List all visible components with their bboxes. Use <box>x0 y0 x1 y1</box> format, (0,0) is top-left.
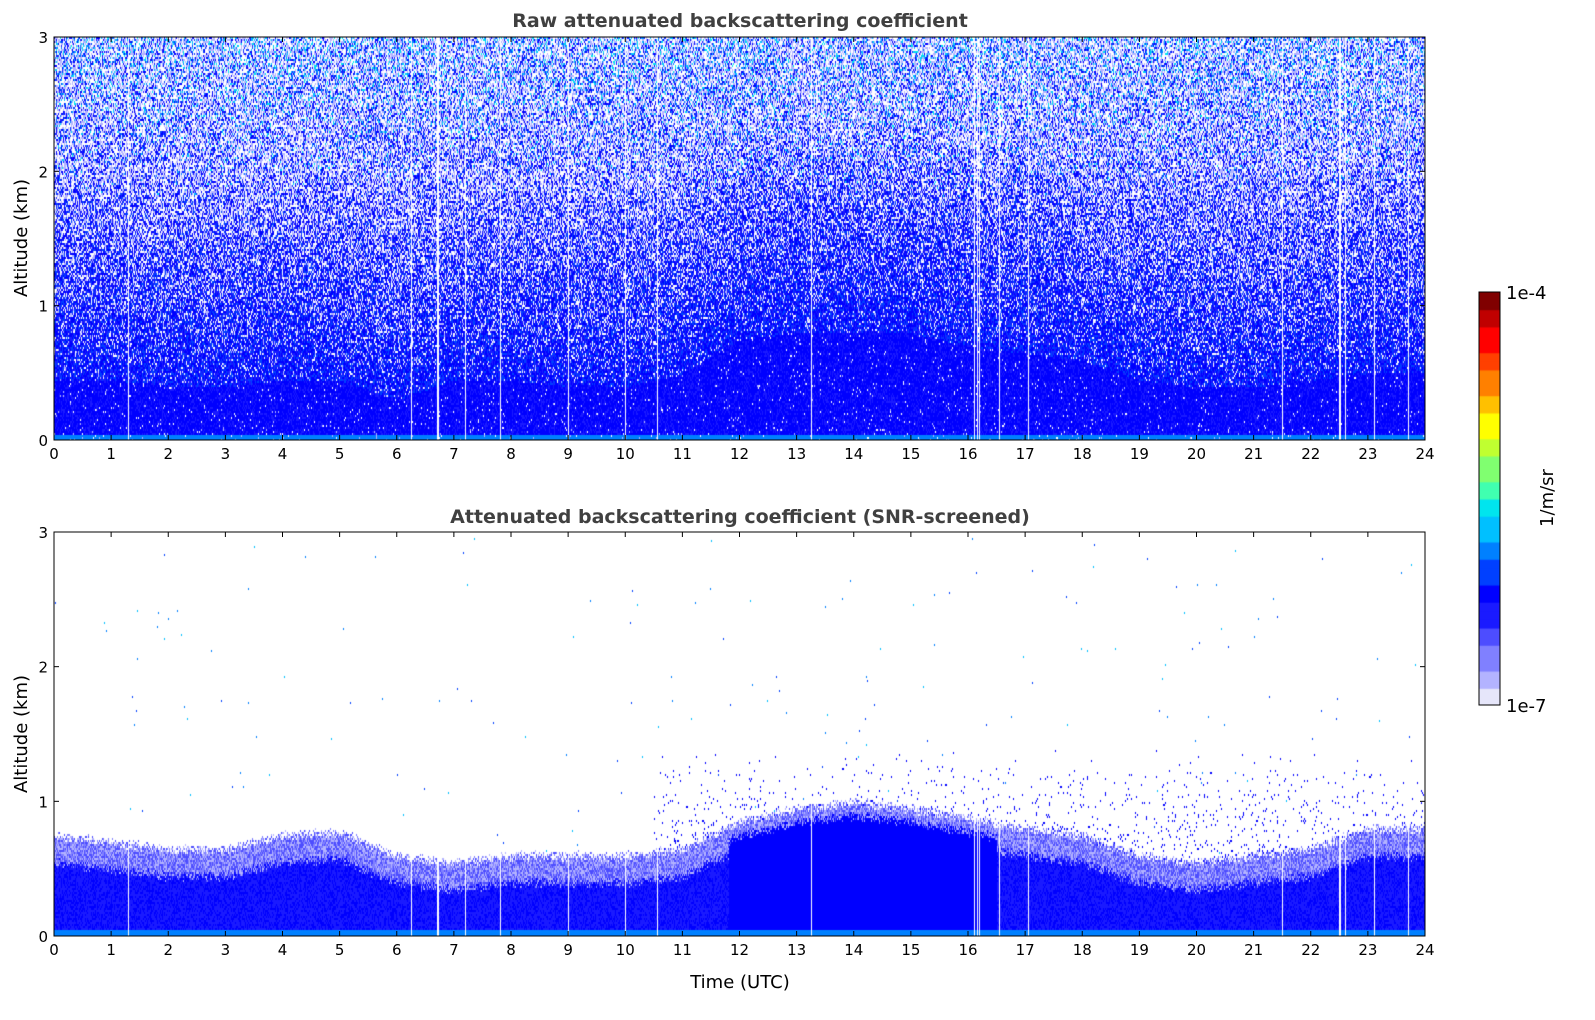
y-tick-label: 2 <box>38 163 48 181</box>
x-tick-label: 1 <box>106 941 116 959</box>
x-tick-label: 18 <box>1073 445 1092 463</box>
x-tick-label: 0 <box>49 941 59 959</box>
x-tick-label: 7 <box>449 445 459 463</box>
x-tick-label: 21 <box>1244 941 1263 959</box>
x-tick-label: 14 <box>844 445 863 463</box>
x-tick-label: 1 <box>106 445 116 463</box>
colorbar-label: 1/m/sr <box>1537 468 1558 526</box>
raw-backscatter-heatmap <box>54 37 1425 440</box>
x-tick-label: 8 <box>506 941 516 959</box>
x-tick-label: 16 <box>958 445 977 463</box>
y-tick-label: 0 <box>38 928 48 946</box>
x-tick-label: 4 <box>278 941 288 959</box>
y-tick-label: 1 <box>38 793 48 811</box>
x-tick-label: 6 <box>392 445 402 463</box>
x-tick-label: 3 <box>221 941 231 959</box>
x-tick-label: 9 <box>563 941 573 959</box>
x-tick-label: 24 <box>1415 941 1434 959</box>
x-tick-label: 12 <box>730 941 749 959</box>
x-tick-label: 15 <box>901 445 920 463</box>
plot-frame <box>53 36 1426 441</box>
x-tick-label: 20 <box>1187 445 1206 463</box>
x-tick-label: 24 <box>1415 445 1434 463</box>
x-tick-label: 5 <box>335 445 345 463</box>
x-tick-label: 7 <box>449 941 459 959</box>
x-tick-label: 16 <box>958 941 977 959</box>
x-tick-label: 10 <box>616 445 635 463</box>
x-tick-label: 13 <box>787 445 806 463</box>
x-tick-label: 11 <box>673 445 692 463</box>
x-tick-label: 9 <box>563 445 573 463</box>
y-tick-label: 3 <box>38 524 48 542</box>
x-tick-label: 10 <box>616 941 635 959</box>
y-tick-label: 0 <box>38 432 48 450</box>
x-tick-label: 17 <box>1016 445 1035 463</box>
x-tick-label: 22 <box>1301 941 1320 959</box>
x-tick-label: 19 <box>1130 445 1149 463</box>
y-tick-label: 2 <box>38 659 48 677</box>
top-y-axis-label: Altitude (km) <box>11 179 32 297</box>
bottom-chart-title: Attenuated backscattering coefficient (S… <box>450 506 1030 528</box>
x-tick-label: 23 <box>1358 445 1377 463</box>
x-tick-label: 6 <box>392 941 402 959</box>
x-tick-label: 14 <box>844 941 863 959</box>
x-tick-label: 17 <box>1016 941 1035 959</box>
x-tick-label: 12 <box>730 445 749 463</box>
x-tick-label: 2 <box>163 941 173 959</box>
x-tick-label: 23 <box>1358 941 1377 959</box>
x-axis-label: Time (UTC) <box>689 972 790 993</box>
x-tick-label: 15 <box>901 941 920 959</box>
x-tick-label: 13 <box>787 941 806 959</box>
x-tick-label: 20 <box>1187 941 1206 959</box>
x-tick-label: 2 <box>163 445 173 463</box>
x-tick-label: 19 <box>1130 941 1149 959</box>
x-tick-label: 18 <box>1073 941 1092 959</box>
colorbar-max-label: 1e-4 <box>1506 283 1546 304</box>
snr-screened-heatmap <box>54 532 1425 936</box>
x-tick-label: 4 <box>278 445 288 463</box>
x-tick-label: 5 <box>335 941 345 959</box>
x-tick-label: 8 <box>506 445 516 463</box>
x-tick-label: 0 <box>49 445 59 463</box>
colorbar <box>1479 292 1500 705</box>
plot-frame <box>53 531 1426 937</box>
bottom-y-axis-label: Altitude (km) <box>11 675 32 793</box>
x-tick-label: 11 <box>673 941 692 959</box>
colorbar-min-label: 1e-7 <box>1506 696 1546 717</box>
x-tick-label: 3 <box>221 445 231 463</box>
colorbar-frame <box>1478 291 1501 706</box>
y-tick-label: 1 <box>38 298 48 316</box>
top-chart-title: Raw attenuated backscattering coefficien… <box>512 10 968 32</box>
x-tick-label: 22 <box>1301 445 1320 463</box>
x-tick-label: 21 <box>1244 445 1263 463</box>
y-tick-label: 3 <box>38 29 48 47</box>
